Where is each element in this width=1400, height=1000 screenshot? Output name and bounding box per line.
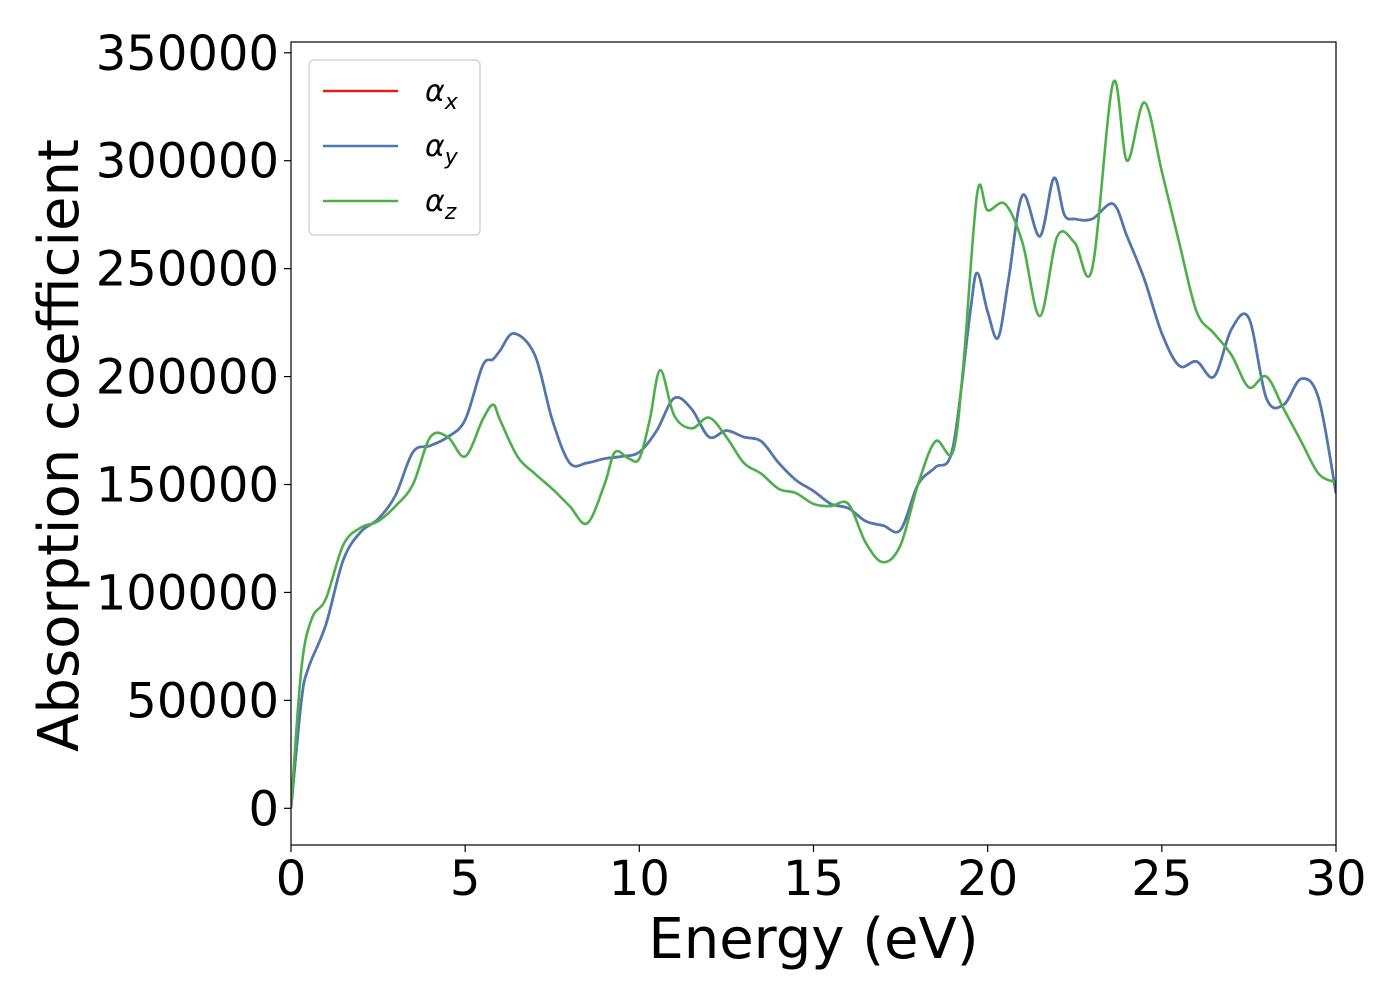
series-layer bbox=[291, 79, 1336, 809]
x-tick-label: 20 bbox=[957, 851, 1018, 907]
legend-label-alpha-x: αx bbox=[425, 74, 459, 115]
y-tick-label: 150000 bbox=[96, 458, 279, 514]
legend-label-symbol: α bbox=[425, 74, 445, 109]
y-tick-label: 0 bbox=[248, 781, 279, 837]
x-tick-label: 5 bbox=[450, 851, 481, 907]
x-tick-label: 10 bbox=[609, 851, 670, 907]
y-tick-label: 250000 bbox=[96, 242, 279, 298]
x-axis-title: Energy (eV) bbox=[648, 907, 978, 972]
series-line-alpha-z bbox=[291, 79, 1336, 809]
legend-box bbox=[308, 59, 481, 236]
legend-label-alpha-y: αy bbox=[425, 129, 459, 170]
y-tick-label: 300000 bbox=[96, 134, 279, 190]
y-axis-title: Absorption coefficient bbox=[27, 139, 92, 752]
x-tick-label: 0 bbox=[276, 851, 307, 907]
legend-label-subscript: z bbox=[444, 200, 457, 225]
legend-label-symbol: α bbox=[425, 129, 445, 164]
y-tick-label: 50000 bbox=[126, 673, 279, 729]
x-tick-label: 15 bbox=[783, 851, 844, 907]
legend-label-subscript: y bbox=[444, 145, 459, 170]
legend-label-alpha-z: αz bbox=[425, 184, 457, 225]
x-tick-label: 30 bbox=[1305, 851, 1366, 907]
y-axis: 0 50000 100000 150000 200000 250000 300000 3500… bbox=[96, 26, 291, 837]
legend-label-symbol: α bbox=[425, 184, 445, 219]
x-axis: 0 5 10 15 20 25 30 bbox=[276, 845, 1367, 907]
y-tick-label: 200000 bbox=[96, 350, 279, 406]
y-tick-label: 100000 bbox=[96, 565, 279, 621]
series-line-alpha-y bbox=[291, 176, 1336, 809]
legend-label-subscript: x bbox=[444, 90, 459, 115]
y-tick-label: 350000 bbox=[96, 26, 279, 82]
x-tick-label: 25 bbox=[1131, 851, 1192, 907]
